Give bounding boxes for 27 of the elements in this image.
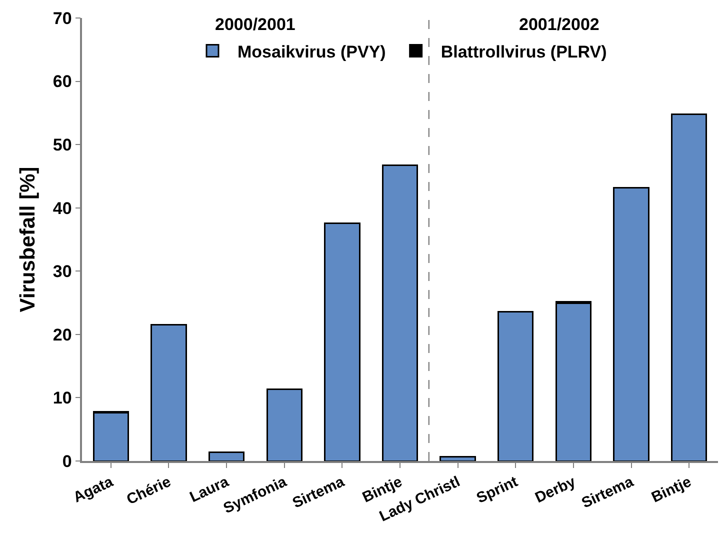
x-tick-label: Agata [70,472,116,506]
bar [382,164,418,461]
bar [324,222,360,461]
y-tick-label: 20 [52,325,72,344]
bar [671,113,708,461]
y-tick-label: 70 [52,8,72,28]
y-tick-label: 50 [52,136,72,155]
x-tick-label: Sprint [474,473,520,507]
bar [498,310,534,461]
y-tick-label: 30 [52,262,72,282]
y-tick-label: 10 [52,388,72,408]
bar [266,388,302,461]
annotation: 2000/2001 [215,15,296,34]
legend-label: Blattrollvirus (PLRV) [440,42,607,62]
bar [150,324,187,461]
y-tick-label: 60 [52,72,72,92]
legend-label: Mosaikvirus (PVY) [238,42,386,62]
y-tick-label: 0 [62,452,72,471]
x-tick-label: Bintje [649,473,694,506]
x-tick-label: Derby [532,472,579,507]
bar [555,302,592,461]
y-tick-label: 40 [52,198,72,218]
bar [613,186,650,461]
annotation: 2001/2002 [519,15,600,34]
x-tick-label: Chérie [124,473,174,508]
y-axis-title: Virusbefall [%] [16,166,40,312]
bar [92,412,129,461]
